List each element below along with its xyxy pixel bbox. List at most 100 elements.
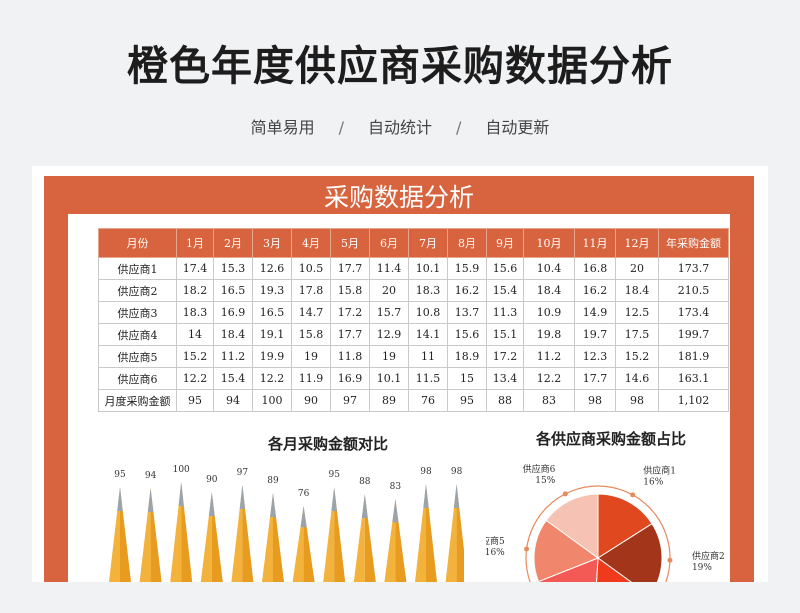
value-cell: 95 <box>176 389 214 412</box>
bar-tip <box>300 506 307 528</box>
row-label-cell: 供应商2 <box>98 279 177 302</box>
bar-tip <box>147 488 154 512</box>
bar-value-label: 98 <box>451 467 463 477</box>
row-label-cell: 月度采购金额 <box>98 389 177 412</box>
value-cell: 16.2 <box>447 279 487 302</box>
pie-chart-title: 各供应商采购金额占比 <box>536 430 687 448</box>
pie-ring-marker <box>667 557 673 563</box>
value-cell: 20 <box>615 257 659 280</box>
bar-shade <box>211 492 223 582</box>
bar-tip <box>392 499 399 523</box>
value-cell: 19.3 <box>252 279 292 302</box>
tag-auto-update: 自动更新 <box>485 118 550 137</box>
sheet-frame: 采购数据分析 月份 1月 2月 3月 4月 5月 6月 7月 8月 9月 10月 11月 12月 年采购金… <box>44 176 754 582</box>
bar-tip <box>117 487 123 511</box>
bar-value-label: 89 <box>267 476 279 486</box>
value-cell: 16.5 <box>213 279 253 302</box>
bar-value-label: 97 <box>237 468 249 478</box>
value-cell: 18.2 <box>176 279 214 302</box>
column-header: 2月 <box>213 228 253 258</box>
pie-slice <box>597 523 663 582</box>
bar-shade <box>303 506 315 582</box>
value-cell: 15.8 <box>291 323 331 346</box>
value-cell: 100 <box>252 389 292 412</box>
value-cell: 15.2 <box>615 345 659 368</box>
value-cell: 15.7 <box>369 301 409 324</box>
purchase-table: 月份 1月 2月 3月 4月 5月 6月 7月 8月 9月 10月 11月 12月 年采购金额 供应商1 1… <box>98 228 729 412</box>
value-cell: 15.6 <box>447 323 487 346</box>
column-header: 10月 <box>523 228 575 258</box>
value-cell: 95 <box>447 389 487 412</box>
value-cell: 12.6 <box>252 257 292 280</box>
pie-slice <box>545 493 599 559</box>
sheet-title: 采购数据分析 <box>323 183 474 212</box>
value-cell: 181.9 <box>658 345 729 368</box>
bar-shade <box>120 487 131 582</box>
column-header: 12月 <box>615 228 659 258</box>
page-title: 橙色年度供应商采购数据分析 <box>127 42 673 90</box>
value-cell: 12.5 <box>615 301 659 324</box>
pie-label-name: 供应商1 <box>643 465 676 477</box>
pie-label-name: 供应商2 <box>692 550 725 562</box>
value-cell: 16.8 <box>574 257 616 280</box>
bar-value-label: 90 <box>206 475 218 485</box>
value-cell: 17.2 <box>486 345 524 368</box>
bar <box>384 499 396 582</box>
column-header: 5月 <box>330 228 370 258</box>
bar-tip <box>361 494 368 518</box>
bar <box>231 485 243 582</box>
value-cell: 15.6 <box>486 257 524 280</box>
value-cell: 10.8 <box>408 301 448 324</box>
value-cell: 98 <box>615 389 659 412</box>
value-cell: 13.4 <box>486 367 524 390</box>
table-header-row: 月份 1月 2月 3月 4月 5月 6月 7月 8月 9月 10月 11月 12月 年采购金额 <box>98 228 729 258</box>
value-cell: 18.9 <box>447 345 487 368</box>
bar <box>445 484 457 582</box>
value-cell: 11.8 <box>330 345 370 368</box>
value-cell: 83 <box>523 389 575 412</box>
value-cell: 98 <box>574 389 616 412</box>
value-cell: 10.1 <box>369 367 409 390</box>
bar-value-label: 98 <box>420 467 432 477</box>
row-label-cell: 供应商1 <box>98 257 177 280</box>
value-cell: 18.4 <box>615 279 659 302</box>
value-cell: 12.2 <box>523 367 575 390</box>
value-cell: 15.4 <box>213 367 253 390</box>
value-cell: 89 <box>369 389 409 412</box>
value-cell: 97 <box>330 389 370 412</box>
value-cell: 11.2 <box>213 345 253 368</box>
bar-shade <box>334 487 346 582</box>
pie-label-percent: 16% <box>486 548 505 558</box>
preview-card: 采购数据分析 月份 1月 2月 3月 4月 5月 6月 7月 8月 9月 10月 11月 12月 年采购金… <box>32 166 768 582</box>
bar-tip <box>178 482 184 506</box>
value-cell: 16.5 <box>252 301 292 324</box>
total-row: 月度采购金额 95 94 100 90 97 89 76 95 88 83 98 98 1,102 <box>98 389 729 412</box>
row-label-cell: 供应商4 <box>98 323 177 346</box>
bar-tip <box>453 484 460 508</box>
value-cell: 90 <box>291 389 331 412</box>
value-cell: 13.7 <box>447 301 487 324</box>
pie-label-percent: 15% <box>535 476 555 486</box>
value-cell: 1,102 <box>658 389 729 412</box>
value-cell: 15.3 <box>213 257 253 280</box>
value-cell: 173.7 <box>658 257 729 280</box>
bar-value-label: 100 <box>173 465 190 475</box>
column-header: 3月 <box>252 228 292 258</box>
value-cell: 15 <box>447 367 487 390</box>
value-cell: 17.4 <box>176 257 214 280</box>
column-header: 9月 <box>486 228 524 258</box>
value-cell: 12.3 <box>574 345 616 368</box>
value-cell: 18.3 <box>176 301 214 324</box>
bar-shade <box>242 485 254 582</box>
value-cell: 18.4 <box>213 323 253 346</box>
value-cell: 11 <box>408 345 448 368</box>
value-cell: 16.9 <box>213 301 253 324</box>
value-cell: 19 <box>291 345 331 368</box>
value-cell: 163.1 <box>658 367 729 390</box>
value-cell: 14 <box>176 323 214 346</box>
monthly-bar-chart: 95 94 100 90 97 89 76 95 88 83 98 98 <box>109 465 464 582</box>
value-cell: 15.4 <box>486 279 524 302</box>
value-cell: 17.7 <box>330 323 370 346</box>
value-cell: 199.7 <box>658 323 729 346</box>
value-cell: 11.2 <box>523 345 575 368</box>
